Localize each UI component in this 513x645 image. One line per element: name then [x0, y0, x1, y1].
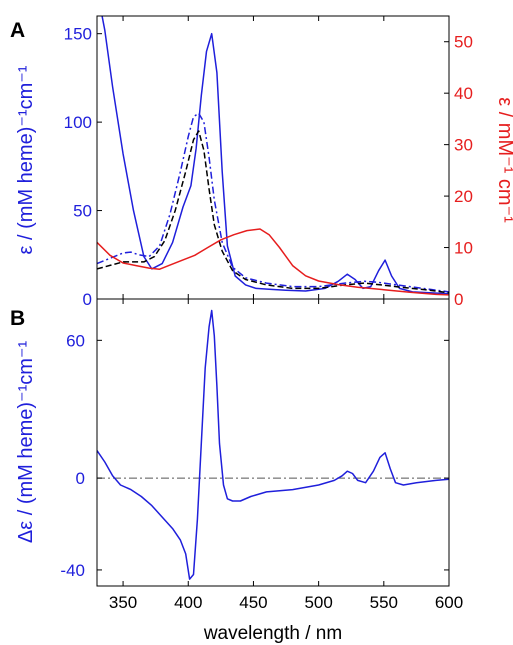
- panel-a-ytick-right-label: 10: [454, 239, 473, 258]
- panel-b-xtick-label: 350: [109, 593, 137, 612]
- panel-a-label: A: [10, 19, 25, 42]
- panel-a-series-blue-dashdot: [97, 112, 449, 293]
- panel-b-plot-area: [97, 309, 449, 580]
- panel-a-ytick-right-label: 20: [454, 187, 473, 206]
- panel-b-series-blue-solid: [97, 309, 449, 580]
- panel-a-ytick-left-label: 50: [73, 202, 92, 221]
- panel-a-series-black-dashed: [97, 130, 449, 294]
- panel-b-xtick-label: 550: [370, 593, 398, 612]
- panel-b-xtick-label: 400: [174, 593, 202, 612]
- panel-a-ylabel-right: ε / mM⁻¹ cm⁻¹: [494, 97, 513, 223]
- panel-b-label: B: [10, 307, 25, 330]
- panel-a-ylabel-left: ε / (mM heme)⁻¹cm⁻¹: [15, 65, 37, 254]
- panel-a-plot-area: [97, 16, 449, 296]
- panel-a-ticks: 0 50 100 150 0 10 20 30 40 50: [64, 16, 473, 309]
- panel-a-ytick-left-label: 150: [64, 25, 92, 44]
- panel-b-frame: [96, 298, 450, 587]
- panel-a-ytick-left-label: 0: [83, 290, 92, 309]
- panel-b-ytick-label: -40: [60, 561, 85, 580]
- panel-a-ytick-right-label: 50: [454, 33, 473, 52]
- panel-b-ylabel: Δε / (mM heme)⁻¹cm⁻¹: [15, 341, 37, 544]
- panel-a-ytick-right-label: 30: [454, 136, 473, 155]
- panel-b-xtick-label: 500: [304, 593, 332, 612]
- panel-a-ytick-right-label: 0: [454, 290, 463, 309]
- panel-b: B 350 400 450 500 550 600 -40 0 60 Δε / (mM heme…: [10, 298, 463, 612]
- panel-a-ytick-left-label: 100: [64, 113, 92, 132]
- panel-b-ytick-label: 0: [76, 469, 85, 488]
- x-axis-label: wavelength / nm: [203, 623, 342, 644]
- panel-b-xtick-label: 600: [435, 593, 463, 612]
- panel-a-series-red-solid: [97, 228, 449, 296]
- panel-b-ticks: 350 400 450 500 550 600 -40 0 60: [60, 299, 463, 612]
- panel-a: A 0 50 100 150 0 10 20 30 40 50 ε / (mM heme)⁻¹cm…: [10, 15, 513, 309]
- panel-a-ytick-right-label: 40: [454, 84, 473, 103]
- panel-b-xtick-label: 450: [239, 593, 267, 612]
- panel-a-series-blue-solid: [101, 16, 449, 295]
- panel-b-ytick-label: 60: [66, 331, 85, 350]
